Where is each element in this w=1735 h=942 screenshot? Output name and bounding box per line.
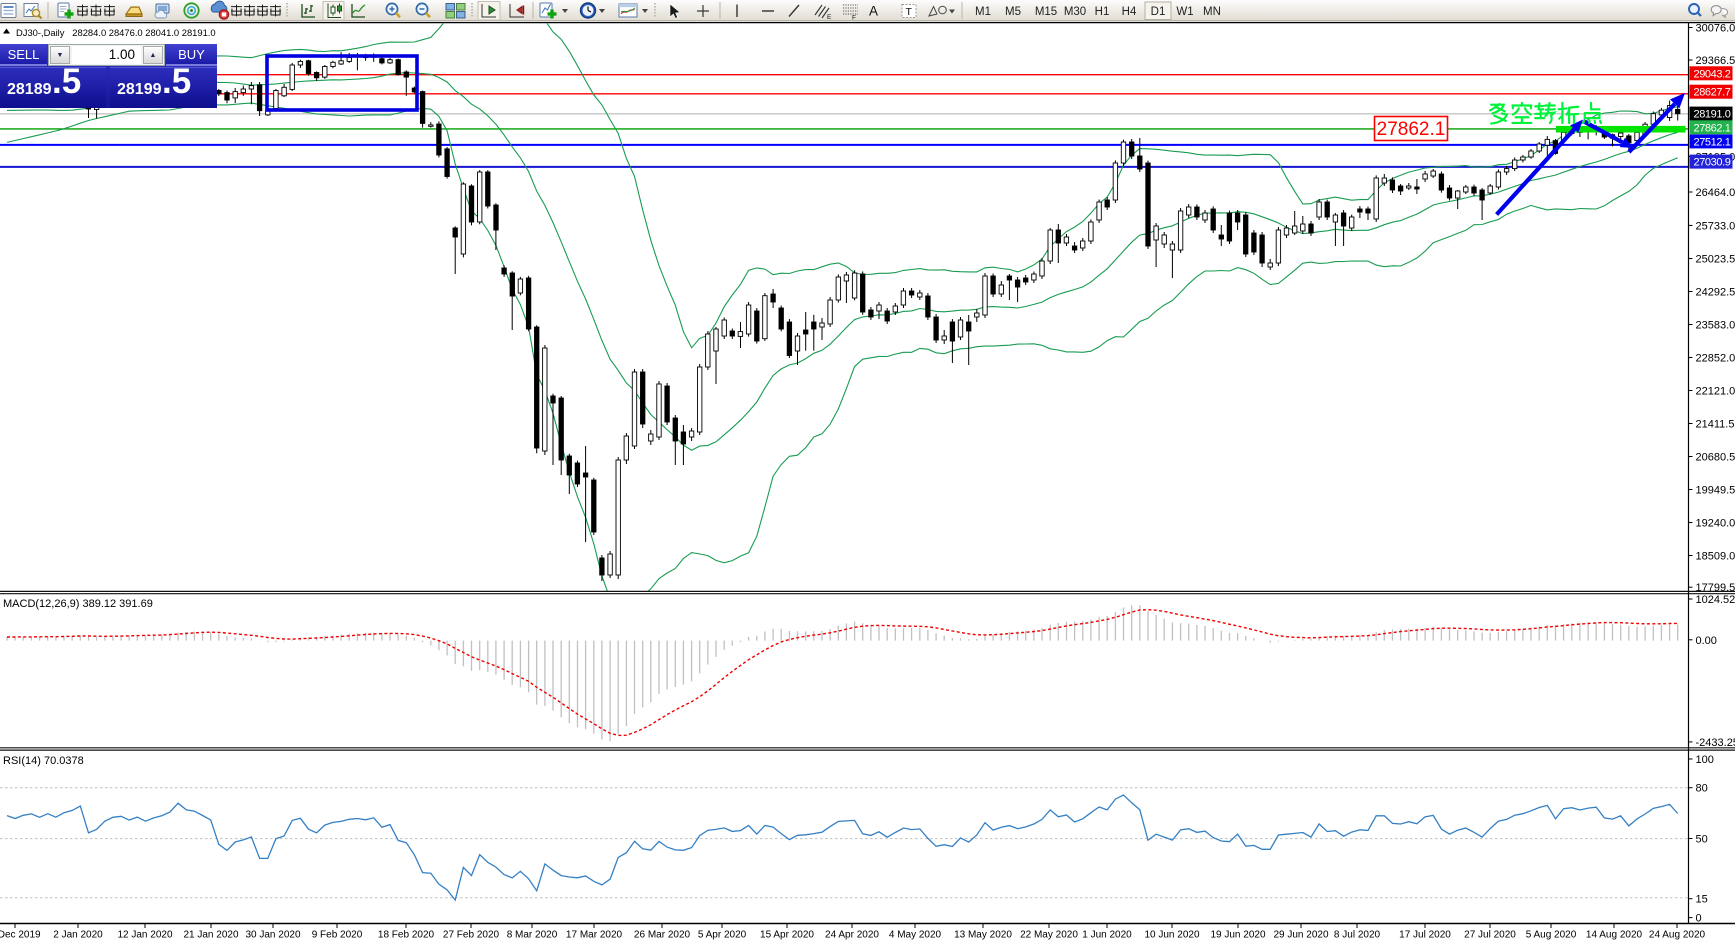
svg-text:F: F — [852, 15, 856, 22]
svg-text:M5: M5 — [1005, 6, 1021, 18]
svg-text:2 Jan 2020: 2 Jan 2020 — [53, 930, 103, 941]
svg-text:H4: H4 — [1122, 6, 1137, 18]
svg-text:12 Jan 2020: 12 Jan 2020 — [117, 930, 172, 941]
svg-text:A: A — [869, 4, 878, 19]
svg-text:0.00: 0.00 — [1696, 635, 1717, 647]
svg-text:24292.5: 24292.5 — [1696, 287, 1735, 299]
svg-text:MN: MN — [1203, 6, 1221, 18]
svg-text:17799.5: 17799.5 — [1696, 582, 1735, 594]
svg-text:13 May 2020: 13 May 2020 — [954, 930, 1012, 941]
svg-text:30076.0: 30076.0 — [1696, 23, 1735, 35]
svg-text:18 Feb 2020: 18 Feb 2020 — [378, 930, 435, 941]
svg-text:H1: H1 — [1095, 6, 1110, 18]
svg-text:20680.5: 20680.5 — [1696, 452, 1735, 464]
svg-text:27 Feb 2020: 27 Feb 2020 — [443, 930, 500, 941]
svg-text:1024.52: 1024.52 — [1696, 594, 1735, 606]
svg-text:MACD(12,26,9) 389.12 391.69: MACD(12,26,9) 389.12 391.69 — [3, 598, 153, 610]
svg-text:28191.0: 28191.0 — [1694, 109, 1731, 121]
svg-text:24 Aug 2020: 24 Aug 2020 — [1649, 930, 1706, 941]
svg-text:10 Jun 2020: 10 Jun 2020 — [1144, 930, 1199, 941]
svg-text:M30: M30 — [1064, 6, 1086, 18]
svg-text:19 Jun 2020: 19 Jun 2020 — [1210, 930, 1265, 941]
svg-text:30 Jan 2020: 30 Jan 2020 — [245, 930, 300, 941]
svg-text:50: 50 — [1696, 834, 1708, 846]
svg-text:15 Apr 2020: 15 Apr 2020 — [760, 930, 814, 941]
svg-text:28627.7: 28627.7 — [1694, 87, 1731, 99]
svg-text:17 Jul 2020: 17 Jul 2020 — [1399, 930, 1451, 941]
svg-text:29 Jun 2020: 29 Jun 2020 — [1273, 930, 1328, 941]
svg-text:29043.2: 29043.2 — [1694, 68, 1731, 80]
svg-text:23583.0: 23583.0 — [1696, 320, 1735, 332]
svg-text:25733.0: 25733.0 — [1696, 220, 1735, 232]
svg-text:DJ30-,Daily 28284.0 28476.0: DJ30-,Daily 28284.0 28476.0 28041.0 2819… — [16, 27, 216, 38]
svg-text:27512.1: 27512.1 — [1694, 136, 1731, 148]
svg-text:17 Mar 2020: 17 Mar 2020 — [566, 930, 623, 941]
svg-text:26464.0: 26464.0 — [1696, 187, 1735, 199]
svg-text:RSI(14) 70.0378: RSI(14) 70.0378 — [3, 755, 84, 767]
svg-text:27030.9: 27030.9 — [1694, 157, 1731, 169]
svg-text:5 Aug 2020: 5 Aug 2020 — [1526, 930, 1577, 941]
svg-text:100: 100 — [1696, 754, 1714, 766]
svg-text:27862.1: 27862.1 — [1694, 122, 1731, 134]
svg-text:15: 15 — [1696, 894, 1708, 906]
svg-text:8 Mar 2020: 8 Mar 2020 — [507, 930, 558, 941]
svg-text:24 Apr 2020: 24 Apr 2020 — [825, 930, 879, 941]
svg-text:22 May 2020: 22 May 2020 — [1020, 930, 1078, 941]
svg-text:19949.5: 19949.5 — [1696, 485, 1735, 497]
svg-text:T: T — [906, 6, 913, 18]
svg-text:4 Dec 2019: 4 Dec 2019 — [0, 930, 41, 941]
svg-text:26 Mar 2020: 26 Mar 2020 — [634, 930, 691, 941]
svg-text:M15: M15 — [1035, 6, 1057, 18]
svg-text:21411.5: 21411.5 — [1696, 419, 1735, 431]
svg-text:14 Aug 2020: 14 Aug 2020 — [1586, 930, 1643, 941]
svg-text:1 Jun 2020: 1 Jun 2020 — [1082, 930, 1132, 941]
svg-text:21 Jan 2020: 21 Jan 2020 — [183, 930, 238, 941]
svg-text:4 May 2020: 4 May 2020 — [889, 930, 942, 941]
svg-text:22121.0: 22121.0 — [1696, 386, 1735, 398]
svg-text:19240.0: 19240.0 — [1696, 518, 1735, 530]
svg-text:22852.0: 22852.0 — [1696, 353, 1735, 365]
svg-text:M1: M1 — [975, 6, 991, 18]
svg-text:9 Feb 2020: 9 Feb 2020 — [312, 930, 363, 941]
svg-text:W1: W1 — [1176, 6, 1193, 18]
svg-text:D1: D1 — [1151, 6, 1166, 18]
svg-text:29366.5: 29366.5 — [1696, 55, 1735, 67]
svg-text:80: 80 — [1696, 783, 1708, 795]
svg-text:25023.5: 25023.5 — [1696, 254, 1735, 266]
svg-text:-2433.25: -2433.25 — [1696, 737, 1735, 749]
svg-text:27 Jul 2020: 27 Jul 2020 — [1464, 930, 1516, 941]
svg-text:E: E — [827, 14, 832, 21]
svg-text:0: 0 — [1696, 913, 1702, 925]
svg-text:18509.0: 18509.0 — [1696, 551, 1735, 563]
svg-text:5 Apr 2020: 5 Apr 2020 — [698, 930, 747, 941]
svg-text:27862.1: 27862.1 — [1377, 119, 1446, 140]
svg-text:8 Jul 2020: 8 Jul 2020 — [1334, 930, 1381, 941]
